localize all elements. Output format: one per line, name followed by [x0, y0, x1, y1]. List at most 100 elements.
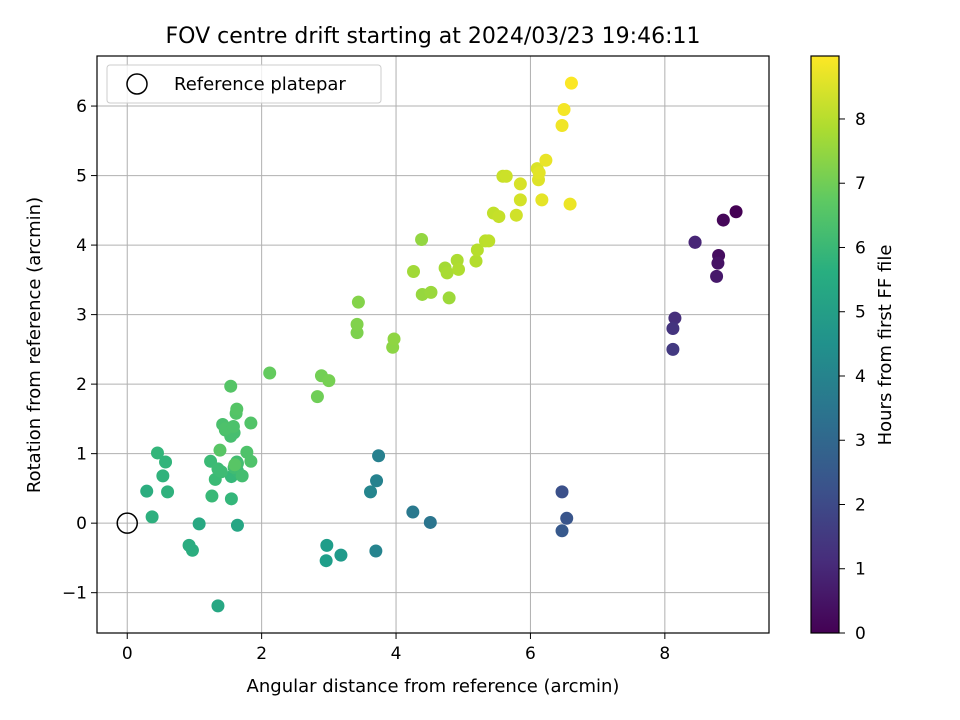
- y-tick-label: 5: [76, 167, 87, 187]
- scatter-point: [424, 285, 438, 299]
- chart-title: FOV centre drift starting at 2024/03/23 …: [166, 24, 701, 49]
- y-tick-label: 2: [76, 375, 87, 395]
- x-axis-ticks: 0 2 4 6 8: [122, 633, 670, 664]
- scatter-point: [710, 269, 724, 283]
- scatter-point: [560, 511, 574, 525]
- colorbar-tick-label: 1: [855, 560, 866, 580]
- x-tick-label: 2: [256, 644, 267, 664]
- scatter-point: [161, 485, 175, 499]
- scatter-point: [150, 446, 164, 460]
- scatter-point: [555, 119, 569, 133]
- scatter-point: [182, 538, 196, 552]
- scatter-point: [535, 193, 549, 207]
- colorbar: 0 1 2 3 4 5 6 7 8 Hours from first FF file: [810, 55, 896, 644]
- scatter-point: [564, 76, 578, 90]
- scatter-point: [666, 322, 680, 336]
- scatter-point: [230, 518, 244, 532]
- colorbar-tick-label: 0: [855, 624, 866, 644]
- y-tick-label: 0: [76, 514, 87, 534]
- scatter-point: [320, 538, 334, 552]
- scatter-point: [711, 256, 725, 270]
- scatter-point: [228, 458, 242, 472]
- scatter-point: [244, 416, 258, 430]
- scatter-point: [213, 443, 227, 457]
- scatter-point: [310, 390, 324, 404]
- scatter-point: [145, 510, 159, 524]
- scatter-point: [688, 235, 702, 249]
- x-tick-label: 4: [391, 644, 402, 664]
- legend: Reference platepar: [106, 64, 382, 104]
- scatter-point: [387, 332, 401, 346]
- scatter-point: [442, 291, 456, 305]
- scatter-point: [532, 166, 546, 180]
- scatter-point: [226, 420, 240, 434]
- legend-box: [106, 64, 382, 104]
- scatter-point: [140, 484, 154, 498]
- scatter-point: [214, 465, 228, 479]
- scatter-point: [205, 489, 219, 503]
- scatter-point: [192, 517, 206, 531]
- scatter-point: [230, 402, 244, 416]
- colorbar-tick-label: 7: [855, 174, 866, 194]
- colorbar-ticks: 0 1 2 3 4 5 6 7 8: [839, 110, 866, 644]
- colorbar-label: Hours from first FF file: [875, 245, 896, 446]
- scatter-point: [322, 374, 336, 388]
- scatter-point: [716, 213, 730, 227]
- legend-label: Reference platepar: [174, 74, 346, 95]
- x-tick-label: 6: [525, 644, 536, 664]
- colorbar-tick-label: 2: [855, 495, 866, 515]
- reference-point-marker: [116, 512, 138, 534]
- scatter-point: [224, 379, 238, 393]
- scatter-point: [372, 449, 386, 463]
- scatter-point: [364, 485, 378, 499]
- colorbar-tick-label: 5: [855, 303, 866, 323]
- y-tick-label: 1: [76, 445, 87, 465]
- scatter-point: [415, 233, 429, 247]
- scatter-point: [492, 210, 506, 224]
- data-points: [140, 76, 743, 613]
- scatter-point: [499, 169, 513, 183]
- scatter-point: [369, 544, 383, 558]
- scatter-point: [211, 599, 225, 613]
- scatter-point: [406, 505, 420, 519]
- x-tick-label: 8: [659, 644, 670, 664]
- y-tick-label: 4: [76, 236, 87, 256]
- scatter-point: [263, 366, 277, 380]
- scatter-point: [156, 469, 170, 483]
- y-axis-label: Rotation from reference (arcmin): [24, 197, 45, 493]
- legend-marker: [126, 73, 148, 95]
- colorbar-tick-label: 3: [855, 431, 866, 451]
- scatter-point: [235, 469, 249, 483]
- colorbar-tick-label: 4: [855, 367, 866, 387]
- scatter-point: [513, 193, 527, 207]
- scatter-point: [666, 342, 680, 356]
- scatter-point: [159, 455, 173, 469]
- scatter-point: [555, 485, 569, 499]
- scatter-point: [224, 492, 238, 506]
- scatter-point: [513, 177, 527, 191]
- scatter-point: [729, 205, 743, 219]
- scatter-point: [509, 208, 523, 222]
- colorbar-tick-label: 8: [855, 110, 866, 130]
- scatter-point: [351, 295, 365, 309]
- y-tick-label: −1: [62, 584, 87, 604]
- scatter-point: [319, 554, 333, 568]
- y-tick-label: 6: [76, 97, 87, 117]
- scatter-point: [452, 262, 466, 276]
- scatter-point: [407, 265, 421, 279]
- x-axis-label: Angular distance from reference (arcmin): [247, 676, 620, 697]
- scatter-point: [470, 243, 484, 257]
- colorbar-gradient: [810, 55, 840, 634]
- scatter-point: [469, 254, 483, 268]
- scatter-point: [334, 548, 348, 562]
- scatter-point: [350, 317, 364, 331]
- x-tick-label: 0: [122, 644, 133, 664]
- scatter-point: [539, 153, 553, 167]
- y-axis-ticks: −1 0 1 2 3 4 5 6: [62, 97, 97, 604]
- plot-frame: [96, 55, 770, 634]
- scatter-point: [423, 515, 437, 529]
- scatter-point: [440, 266, 454, 280]
- scatter-point: [557, 103, 571, 117]
- scatter-point: [563, 197, 577, 211]
